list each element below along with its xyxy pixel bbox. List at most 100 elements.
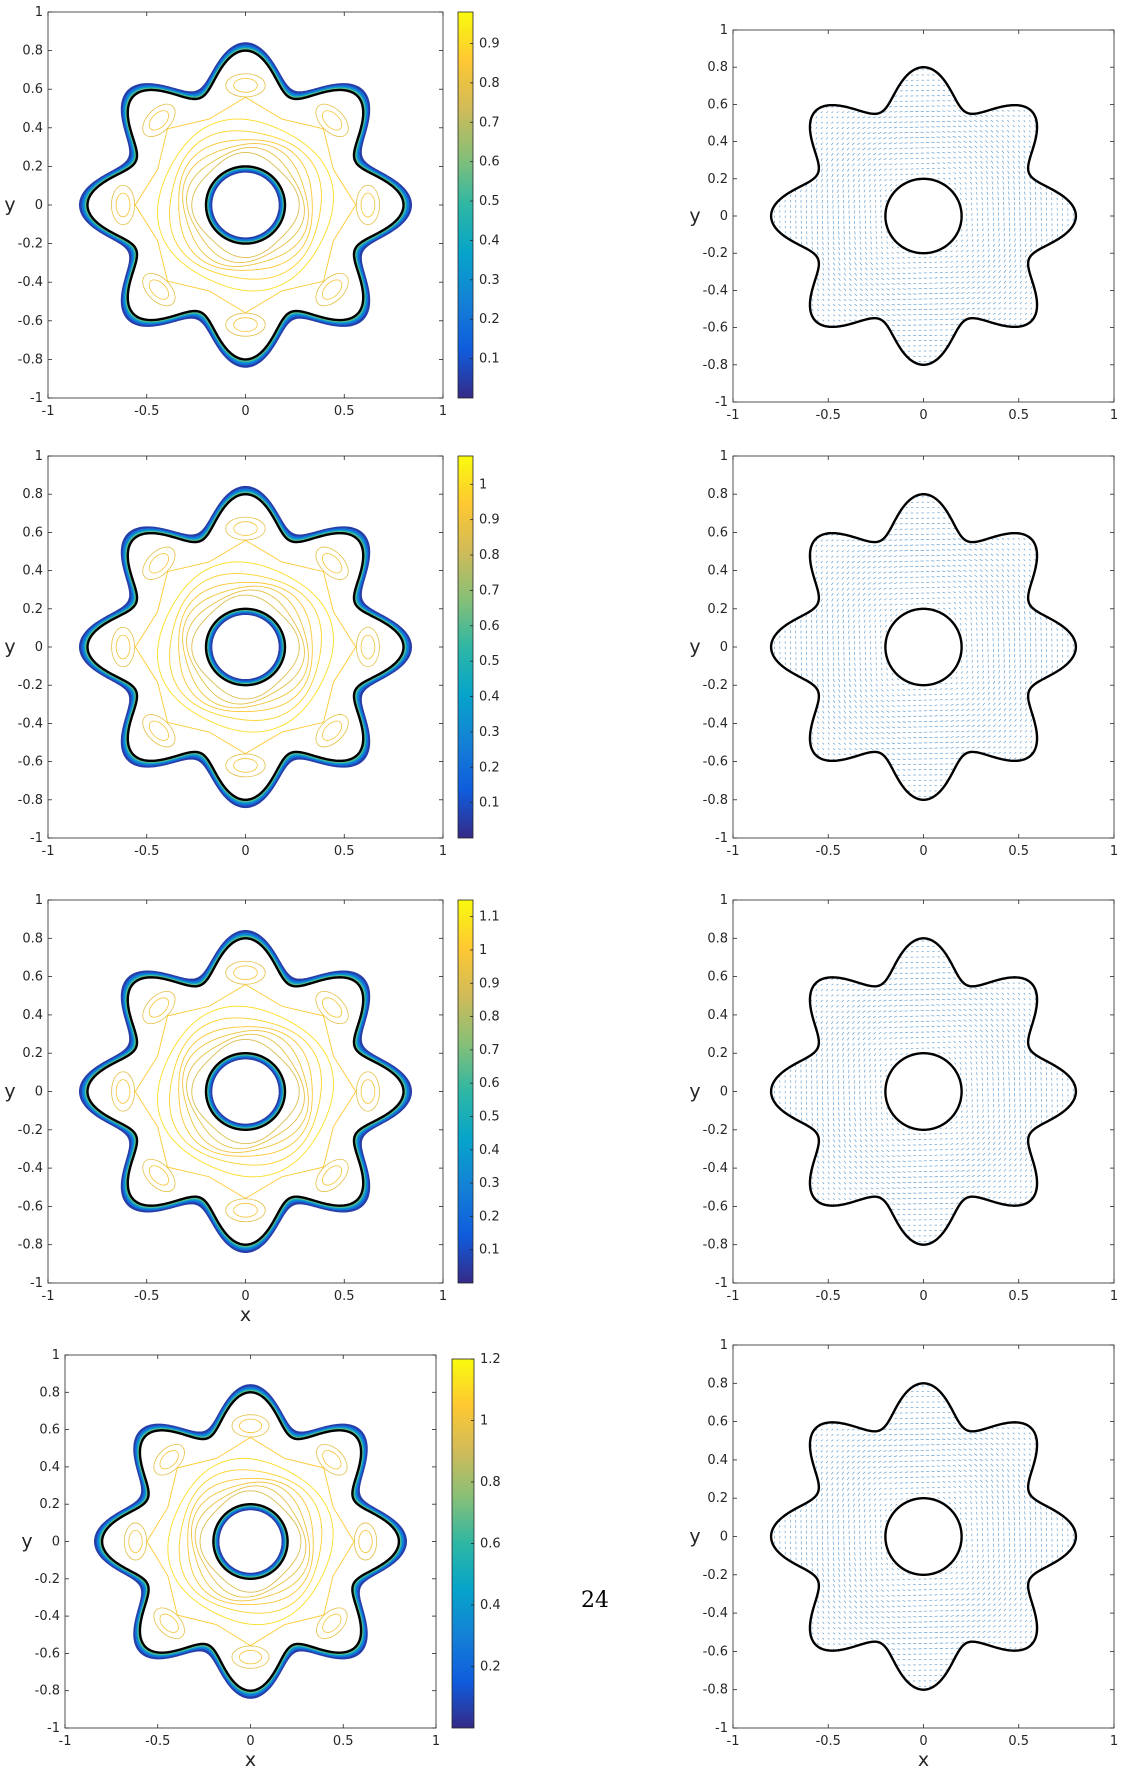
quiver-arrow <box>863 173 866 177</box>
quiver-arrow <box>831 147 834 151</box>
quiver-arrow <box>950 698 954 701</box>
quiver-arrow <box>821 625 823 629</box>
quiver-arrow <box>1030 730 1033 733</box>
quiver-arrow <box>991 186 994 190</box>
quiver-arrow <box>841 587 845 591</box>
quiver-arrow <box>815 137 818 140</box>
quiver-arrow <box>971 692 975 695</box>
colorbar-tick-label: 0.6 <box>479 619 500 634</box>
quiver-arrow <box>883 131 887 134</box>
quiver-arrow <box>1006 563 1010 567</box>
quiver-arrow <box>955 244 958 248</box>
quiver-arrow <box>945 736 949 738</box>
quiver-arrow <box>1019 238 1022 242</box>
quiver-arrow <box>832 272 836 276</box>
quiver-arrow <box>851 1005 855 1008</box>
quiver-arrow <box>820 126 823 130</box>
quiver-arrow <box>886 705 890 708</box>
quiver-arrow <box>820 1031 823 1035</box>
quiver-arrow <box>854 1133 857 1138</box>
quiver-arrow <box>841 126 845 130</box>
quiver-arrow <box>904 137 908 139</box>
quiver-arrow <box>867 1010 871 1013</box>
quiver-arrow <box>1030 746 1033 749</box>
quiver-arrow <box>974 579 978 583</box>
quiver-arrow <box>1019 735 1022 738</box>
quiver-arrow <box>875 1192 879 1195</box>
quiver-arrow <box>893 116 898 118</box>
quiver-arrow <box>870 277 874 281</box>
quiver-arrow <box>993 302 996 305</box>
x-tick-label: 0.5 <box>334 404 355 419</box>
quiver-arrow <box>815 544 818 547</box>
quiver-arrow <box>859 1123 862 1127</box>
quiver-arrow <box>941 559 946 562</box>
quiver-arrow <box>1024 248 1027 253</box>
quiver-arrow <box>867 550 871 553</box>
quiver-arrow <box>941 543 946 546</box>
quiver-arrow <box>977 713 981 717</box>
quiver-arrow <box>832 1187 836 1190</box>
quiver-arrow <box>816 194 818 198</box>
quiver-arrow <box>847 598 850 602</box>
quiver-arrow <box>879 614 882 617</box>
quiver-arrow <box>1001 590 1005 594</box>
colorbar-tick-label: 0.9 <box>479 976 500 991</box>
quiver-arrow <box>966 244 969 248</box>
quiver-arrow <box>880 673 883 676</box>
quiver-arrow <box>950 260 954 263</box>
quiver-arrow <box>894 528 898 530</box>
quiver-arrow <box>852 168 855 172</box>
quiver-arrow <box>1030 291 1033 294</box>
quiver-arrow <box>854 1165 858 1169</box>
quiver-arrow <box>852 184 855 188</box>
quiver-arrow <box>1003 670 1006 674</box>
quiver-arrow <box>955 692 959 696</box>
quiver-arrow <box>875 272 879 276</box>
quiver-arrow <box>952 554 957 557</box>
quiver-arrow <box>1003 751 1007 754</box>
quiver-arrow <box>816 1165 819 1169</box>
quiver-arrow <box>836 609 839 613</box>
quiver-arrow <box>902 689 905 691</box>
quiver-arrow <box>880 1144 884 1147</box>
quiver-arrow <box>831 184 834 188</box>
quiver-arrow <box>848 726 852 730</box>
quiver-arrow <box>971 719 975 722</box>
contour-lobe <box>315 990 349 1025</box>
quiver-arrow <box>997 186 999 190</box>
quiver-arrow <box>1024 243 1027 247</box>
quiver-arrow <box>822 667 824 672</box>
quiver-arrow <box>939 741 944 744</box>
quiver-arrow <box>955 671 958 674</box>
quiver-arrow <box>836 147 839 151</box>
quiver-arrow <box>902 726 906 729</box>
quiver-arrow <box>996 611 999 615</box>
quiver-arrow <box>857 550 861 553</box>
quiver-arrow <box>836 1037 839 1041</box>
quiver-arrow <box>957 135 962 138</box>
quiver-arrow <box>1007 590 1010 594</box>
quiver-arrow <box>931 576 935 578</box>
quiver-arrow <box>945 752 949 754</box>
quiver-arrow <box>841 1042 845 1046</box>
quiver-arrow <box>897 251 900 254</box>
quiver-arrow <box>841 173 845 178</box>
quiver-arrow <box>805 189 807 193</box>
quiver-arrow <box>891 673 894 676</box>
quiver-arrow <box>888 105 892 108</box>
quiver-arrow <box>891 262 895 265</box>
quiver-arrow <box>945 287 949 289</box>
quiver-arrow <box>1023 109 1026 112</box>
quiver-arrow <box>820 560 823 564</box>
quiver-arrow <box>966 681 969 685</box>
quiver-arrow <box>816 1155 819 1159</box>
quiver-arrow <box>1017 584 1021 588</box>
outer-boundary <box>769 492 1078 802</box>
quiver-arrow <box>987 249 990 253</box>
quiver-arrow <box>870 721 874 724</box>
quiver-arrow <box>1035 233 1037 237</box>
inner-boundary <box>884 607 963 687</box>
quiver-arrow <box>874 199 877 203</box>
quiver-arrow <box>977 307 981 310</box>
